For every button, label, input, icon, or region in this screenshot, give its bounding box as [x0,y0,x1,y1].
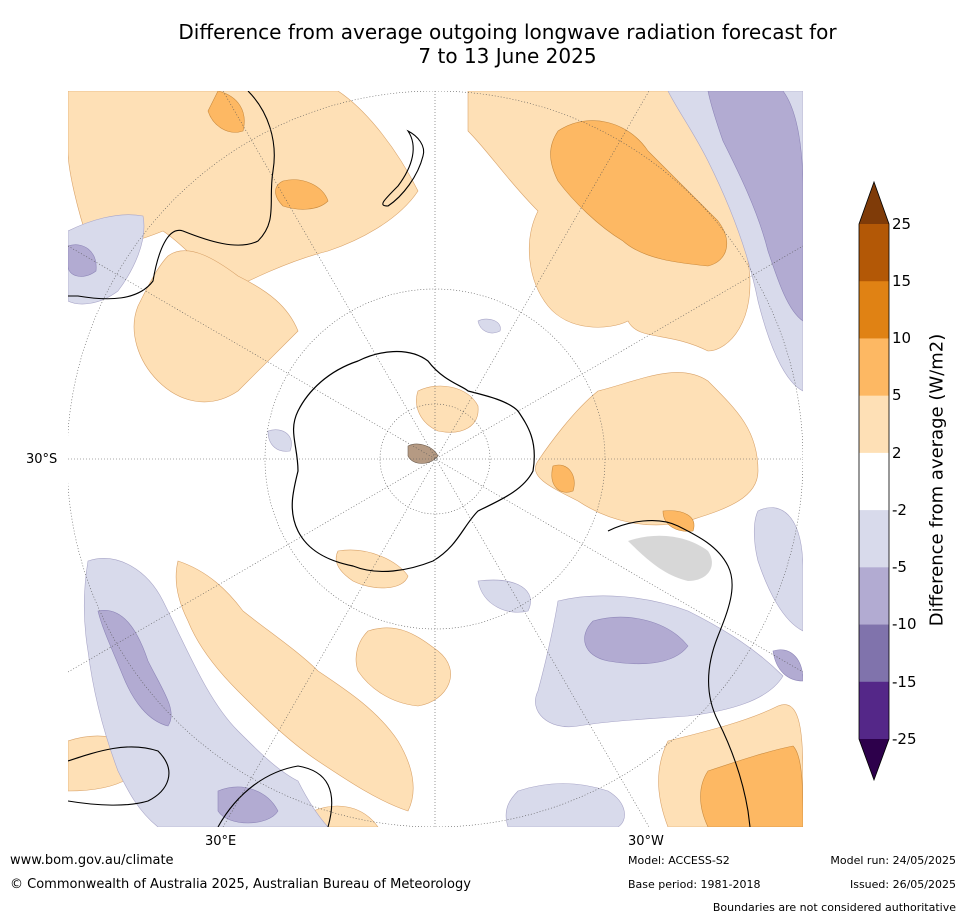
model-text: Model: ACCESS-S2 [628,854,730,867]
negative-anomaly-medium [68,91,803,824]
map-title-line-2: 7 to 13 June 2025 [418,44,597,68]
colorbar-tick-5: 2 [892,444,902,462]
colorbar-segment [859,452,889,511]
colorbar-tick-7: -5 [892,558,907,576]
continent-coastlines [68,91,751,827]
website-link[interactable]: www.bom.gov.au/climate [10,853,174,868]
base-period-text: Base period: 1981-2018 [628,878,761,891]
colorbar-arrow-bottom [859,739,889,780]
issued-text: Issued: 26/05/2025 [849,878,956,891]
colorbar-segment [859,224,889,282]
latitude-label-30s: 30°S [26,452,58,467]
boundaries-note: Boundaries are not considered authoritat… [712,901,956,914]
colorbar [858,180,890,782]
colorbar-outline [858,180,890,782]
colorbar-tick-1: 25 [892,215,912,233]
colorbar-label: Difference from average (W/m2) [926,333,948,627]
colorbar-segment [859,395,889,454]
longitude-label-30w: 30°W [628,834,664,849]
colorbar-segment [859,510,889,568]
longitude-label-30e: 30°E [205,834,237,849]
graticule [68,91,803,827]
colorbar-tick-9: -15 [892,673,917,691]
colorbar-segment [859,281,889,339]
colorbar-segment [859,338,889,397]
colorbar-segment [859,624,889,683]
colorbar-segment [859,567,889,626]
colorbar-segment [859,681,889,740]
colorbar-tick-4: 5 [892,386,902,404]
andes-patch [628,535,712,581]
colorbar-segments [859,182,889,780]
map-title-line-1: Difference from average outgoing longwav… [178,20,837,44]
copyright-text: © Commonwealth of Australia 2025, Austra… [10,877,471,892]
map-title: Difference from average outgoing longwav… [0,20,965,68]
colorbar-tick-3: 10 [892,329,912,347]
colorbar-tick-10: -25 [892,730,917,748]
south-pole-patch [407,443,439,464]
colorbar-tick-6: -2 [892,501,907,519]
map-area [68,91,803,827]
model-run-text: Model run: 24/05/2025 [830,854,956,867]
antarctica-coastline [291,350,535,573]
colorbar-arrow-top [859,182,889,224]
positive-anomaly-medium [207,91,803,827]
colorbar-tick-8: -10 [892,615,917,633]
polar-map [68,91,803,827]
colorbar-tick-2: 15 [892,272,912,290]
